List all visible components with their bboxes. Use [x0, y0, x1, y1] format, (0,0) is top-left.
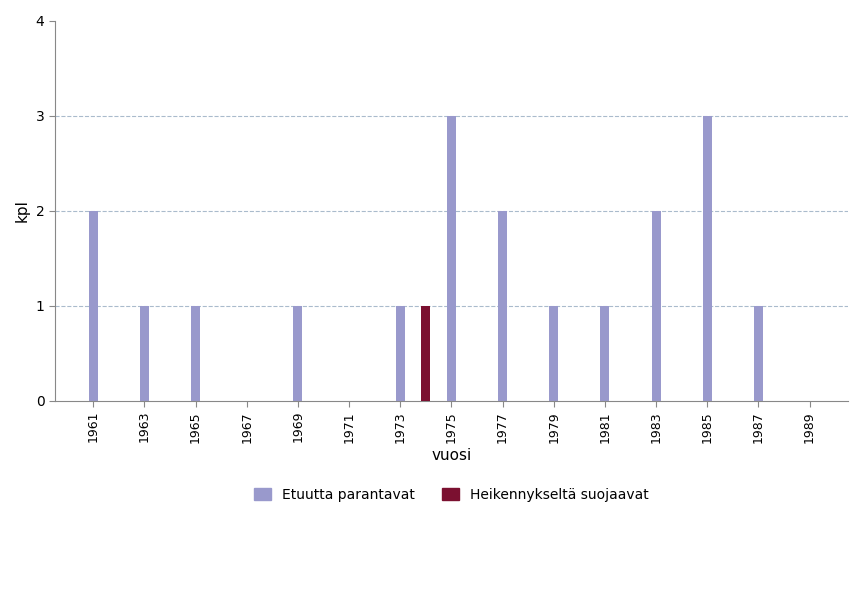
Bar	[89, 211, 98, 400]
Bar	[549, 305, 558, 400]
Legend: Etuutta parantavat, Heikennykseltä suojaavat: Etuutta parantavat, Heikennykseltä suoja…	[249, 483, 654, 508]
Y-axis label: kpl: kpl	[15, 199, 30, 222]
Bar	[754, 305, 763, 400]
Bar	[421, 305, 431, 400]
Bar	[447, 116, 456, 400]
Bar	[498, 211, 507, 400]
Bar	[293, 305, 302, 400]
X-axis label: vuosi: vuosi	[432, 448, 471, 463]
Bar	[191, 305, 200, 400]
Bar	[396, 305, 405, 400]
Bar	[601, 305, 609, 400]
Bar	[652, 211, 660, 400]
Bar	[702, 116, 712, 400]
Bar	[140, 305, 149, 400]
